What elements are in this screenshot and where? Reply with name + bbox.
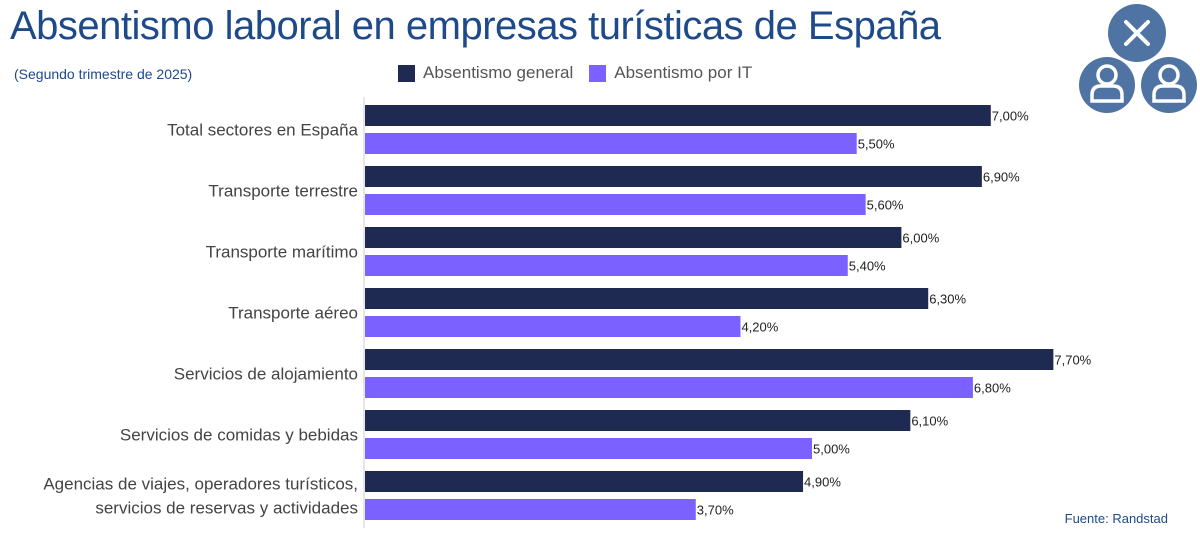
data-label: 7,70% [1054, 353, 1091, 368]
category-label: Servicios de comidas y bebidas [120, 426, 358, 445]
legend-swatch-it [589, 64, 607, 82]
source-note: Fuente: Randstad [1064, 511, 1168, 526]
category-label: Agencias de viajes, operadores turístico… [43, 475, 358, 518]
bar-it [365, 194, 866, 215]
bar-it [365, 255, 848, 276]
bar-general [365, 349, 1054, 370]
bar-it [365, 133, 857, 154]
data-label: 4,90% [804, 475, 841, 490]
data-label: 5,00% [813, 442, 850, 457]
bar-general [365, 105, 991, 126]
data-label: 6,80% [974, 381, 1011, 396]
chart-subtitle: (Segundo trimestre de 2025) [14, 66, 193, 82]
data-label: 6,30% [929, 292, 966, 307]
legend: Absentismo general Absentismo por IT [398, 63, 752, 83]
category-label: Servicios de alojamiento [174, 365, 358, 384]
data-label: 7,00% [992, 109, 1029, 124]
bar-general [365, 288, 929, 309]
category-label: Transporte marítimo [206, 243, 358, 262]
data-label: 6,90% [983, 170, 1020, 185]
legend-label-it: Absentismo por IT [614, 63, 753, 82]
legend-item-it: Absentismo por IT [589, 63, 752, 83]
absence-logo-icon [1079, 4, 1197, 113]
bar-general [365, 227, 902, 248]
data-label: 5,40% [849, 259, 886, 274]
bar-general [365, 410, 911, 431]
category-label: Transporte aéreo [228, 304, 358, 323]
bar-it [365, 377, 973, 398]
data-label: 6,10% [911, 414, 948, 429]
chart-title: Absentismo laboral en empresas turística… [10, 4, 941, 48]
category-label: Total sectores en España [167, 121, 358, 140]
legend-swatch-general [398, 64, 415, 82]
data-label: 5,60% [867, 198, 904, 213]
bar-it [365, 316, 741, 337]
data-label: 6,00% [902, 231, 939, 246]
data-label: 4,20% [741, 320, 778, 335]
bar-general [365, 166, 982, 187]
bar-general [365, 471, 804, 492]
data-label: 5,50% [858, 137, 895, 152]
legend-item-general: Absentismo general [398, 63, 573, 83]
bar-it [365, 499, 696, 520]
bar-it [365, 438, 812, 459]
legend-label-general: Absentismo general [423, 63, 574, 82]
category-label: Transporte terrestre [208, 182, 358, 201]
data-label: 3,70% [697, 503, 734, 518]
